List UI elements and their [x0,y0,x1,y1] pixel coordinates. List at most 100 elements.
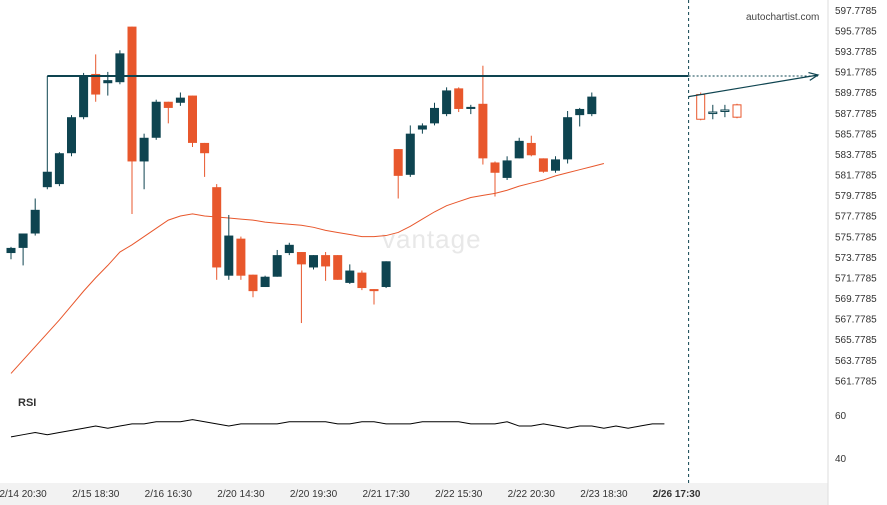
candle [454,87,464,113]
candle-body [236,238,246,276]
candle [466,104,476,115]
candle [139,133,149,190]
candle [6,246,16,260]
time-axis-labels: 2/14 20:30 2/15 18:30 2/16 16:30 2/20 14:30… [0,489,701,500]
candle [212,184,222,280]
candle [163,101,173,124]
candle [502,156,512,180]
candles-layer [6,26,597,324]
candle [284,242,294,256]
rsi-line [10,419,665,438]
time-tick-label: 2/16 16:30 [145,489,193,500]
candle-body [54,153,64,185]
candle-body [188,95,197,143]
candle [430,102,439,126]
rsi-tick-label: 60 [835,411,847,422]
candle [405,125,415,177]
candle-body [103,80,113,84]
forecast-arrow-line [688,74,819,98]
candle [272,249,282,277]
candle-body [296,252,306,265]
price-tick-label: 583.7785 [835,150,877,161]
price-tick-label: 561.7785 [835,376,877,387]
price-tick-label: 595.7785 [835,26,877,37]
candle [526,135,536,157]
time-tick-label: 2/20 14:30 [217,489,265,500]
candle [91,54,101,102]
rsi-tick-label: 40 [835,454,847,465]
time-tick-label: 2/23 18:30 [580,489,628,500]
candle-body [212,187,222,268]
forecast-candle-body [696,94,706,120]
candle [357,270,367,291]
time-tick-label: 2/21 17:30 [362,489,410,500]
price-tick-label: 587.7785 [835,109,877,120]
price-tick-label: 591.7785 [835,68,877,79]
candle [260,275,270,288]
price-tick-label: 565.7785 [835,335,877,346]
candle-body [42,171,52,188]
forecast-candle [732,103,742,119]
brand-label: autochartist.com [746,12,819,23]
time-tick-label: 2/14 20:30 [0,489,47,500]
candle-body [115,53,125,83]
candle [345,264,355,284]
candle-body [357,272,367,289]
rsi-layer [10,419,665,438]
candle [490,161,500,197]
rsi-axis-labels: 60 40 [835,411,847,465]
price-tick-label: 579.7785 [835,191,877,202]
candle [67,115,76,157]
candle [30,198,40,236]
forecast-arrow-head [808,71,820,81]
candle [309,255,318,270]
candle-body [309,255,318,268]
candle-body [79,76,89,118]
candle [224,214,234,280]
candle-body [6,247,16,254]
candle-body [551,159,560,171]
price-tick-label: 575.7785 [835,232,877,243]
candle [587,92,597,117]
candle-body [454,88,464,109]
candle [115,50,125,85]
candle [563,111,573,164]
price-tick-label: 563.7785 [835,356,877,367]
watermark-text: vantage [382,224,482,254]
candle-body [18,233,28,248]
candle-body [405,133,415,175]
candle-body [502,160,512,178]
candle-body [587,96,597,115]
candle-body [442,90,452,115]
candle-body [272,255,282,277]
candle-body [200,142,210,154]
resistance-layer [47,0,820,483]
candle-body [563,117,573,160]
candle-body [345,270,355,283]
candle-body [248,274,258,292]
price-tick-label: 597.7785 [835,6,877,17]
price-tick-label: 593.7785 [835,47,877,58]
candle [248,274,258,298]
candle-body [526,142,536,156]
candle-body [175,97,185,103]
candle [54,152,64,187]
candle-body [260,276,270,288]
price-tick-label: 585.7785 [835,129,877,140]
price-tick-label: 581.7785 [835,171,877,182]
price-tick-label: 589.7785 [835,88,877,99]
forecast-candle-body [732,104,742,118]
candle [333,255,343,280]
candle-body [321,255,331,267]
rsi-title: RSI [18,397,36,409]
time-tick-label: 2/15 18:30 [72,489,120,500]
candle-body [381,261,391,288]
forecast-candle-body [720,109,730,112]
candle-body [514,140,524,159]
price-tick-label: 567.7785 [835,315,877,326]
candle-body [490,162,500,173]
candle [200,142,210,177]
candle [127,26,137,214]
candle-body [333,255,343,280]
